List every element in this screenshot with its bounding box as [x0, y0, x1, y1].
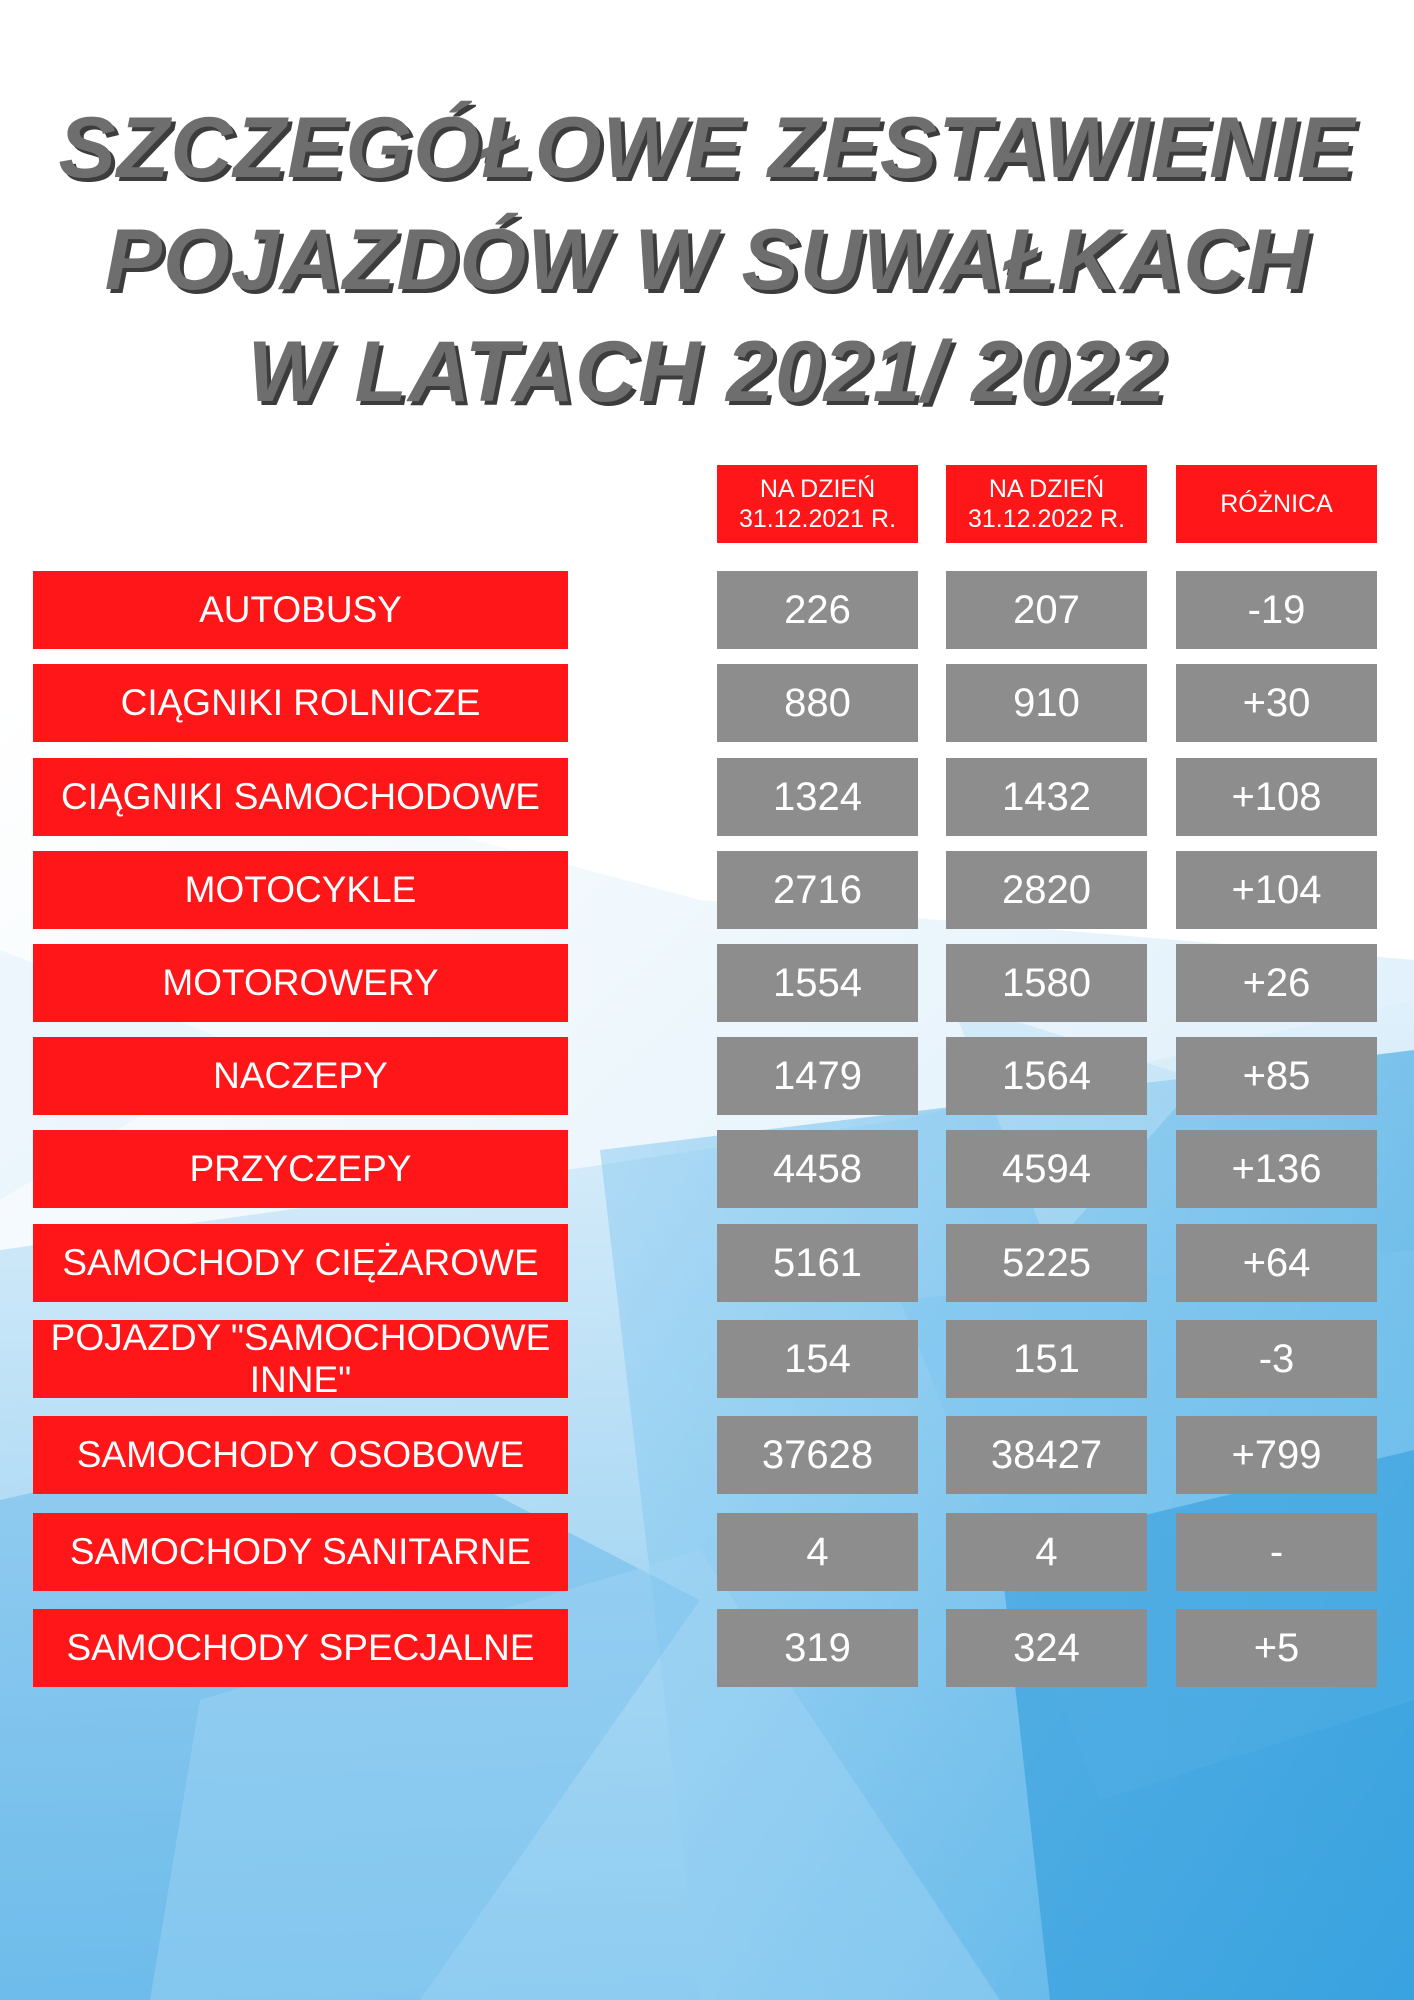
- value-difference: +104: [1176, 851, 1377, 929]
- value-2021: 154: [717, 1320, 918, 1398]
- value-difference: +64: [1176, 1224, 1377, 1302]
- value-difference: +108: [1176, 758, 1377, 836]
- column-header-2022-line2: 31.12.2022 R.: [967, 505, 1126, 533]
- value-difference: -3: [1176, 1320, 1377, 1398]
- value-2022: 1432: [946, 758, 1147, 836]
- title-line-3: W LATACH 2021/ 2022: [247, 324, 1167, 420]
- value-2021: 1324: [717, 758, 918, 836]
- column-header-difference: RÓŻNICA: [1176, 465, 1377, 543]
- column-header-2021-line2: 31.12.2021 R.: [738, 505, 897, 533]
- table-row: MOTOCYKLE 2716 2820 +104: [0, 851, 1414, 929]
- table-row: MOTOROWERY 1554 1580 +26: [0, 944, 1414, 1022]
- value-2021: 5161: [717, 1224, 918, 1302]
- value-2022: 1580: [946, 944, 1147, 1022]
- table-row: SAMOCHODY SPECJALNE 319 324 +5: [0, 1609, 1414, 1687]
- column-header-2022-line1: NA DZIEŃ: [988, 475, 1105, 503]
- value-2022: 2820: [946, 851, 1147, 929]
- table-row: CIĄGNIKI SAMOCHODOWE 1324 1432 +108: [0, 758, 1414, 836]
- value-2022: 151: [946, 1320, 1147, 1398]
- value-2021: 1479: [717, 1037, 918, 1115]
- table-row: SAMOCHODY OSOBOWE 37628 38427 +799: [0, 1416, 1414, 1494]
- row-label: SAMOCHODY CIĘŻAROWE: [33, 1224, 568, 1302]
- value-2021: 4: [717, 1513, 918, 1591]
- value-2021: 4458: [717, 1130, 918, 1208]
- value-2021: 2716: [717, 851, 918, 929]
- value-2021: 37628: [717, 1416, 918, 1494]
- value-difference: +85: [1176, 1037, 1377, 1115]
- column-header-2021: NA DZIEŃ 31.12.2021 R.: [717, 465, 918, 543]
- table-row: CIĄGNIKI ROLNICZE 880 910 +30: [0, 664, 1414, 742]
- title-line-2: POJAZDÓW W SUWAŁKACH: [104, 212, 1310, 308]
- value-2022: 324: [946, 1609, 1147, 1687]
- table-row: NACZEPY 1479 1564 +85: [0, 1037, 1414, 1115]
- value-2022: 207: [946, 571, 1147, 649]
- row-label: SAMOCHODY SANITARNE: [33, 1513, 568, 1591]
- row-label: NACZEPY: [33, 1037, 568, 1115]
- row-label: SAMOCHODY OSOBOWE: [33, 1416, 568, 1494]
- value-difference: +799: [1176, 1416, 1377, 1494]
- value-difference: +26: [1176, 944, 1377, 1022]
- table-row: POJAZDY "SAMOCHODOWE INNE" 154 151 -3: [0, 1317, 1414, 1400]
- column-header-2021-line1: NA DZIEŃ: [759, 475, 876, 503]
- title-line-1: SZCZEGÓŁOWE ZESTAWIENIE: [58, 100, 1356, 196]
- table-row: PRZYCZEPY 4458 4594 +136: [0, 1130, 1414, 1208]
- row-label: MOTOCYKLE: [33, 851, 568, 929]
- value-2022: 5225: [946, 1224, 1147, 1302]
- value-difference: -19: [1176, 571, 1377, 649]
- value-difference: -: [1176, 1513, 1377, 1591]
- column-header-2022: NA DZIEŃ 31.12.2022 R.: [946, 465, 1147, 543]
- value-2022: 4594: [946, 1130, 1147, 1208]
- row-label: MOTOROWERY: [33, 944, 568, 1022]
- value-2022: 38427: [946, 1416, 1147, 1494]
- row-label: POJAZDY "SAMOCHODOWE INNE": [33, 1317, 568, 1400]
- row-label: CIĄGNIKI ROLNICZE: [33, 664, 568, 742]
- value-2021: 226: [717, 571, 918, 649]
- table-row: SAMOCHODY SANITARNE 4 4 -: [0, 1513, 1414, 1591]
- value-2021: 880: [717, 664, 918, 742]
- value-2021: 1554: [717, 944, 918, 1022]
- column-header-difference-label: RÓŻNICA: [1220, 490, 1333, 518]
- value-difference: +136: [1176, 1130, 1377, 1208]
- value-2022: 910: [946, 664, 1147, 742]
- table-row: AUTOBUSY 226 207 -19: [0, 571, 1414, 649]
- row-label: AUTOBUSY: [33, 571, 568, 649]
- row-label: PRZYCZEPY: [33, 1130, 568, 1208]
- value-2021: 319: [717, 1609, 918, 1687]
- value-2022: 1564: [946, 1037, 1147, 1115]
- row-label: SAMOCHODY SPECJALNE: [33, 1609, 568, 1687]
- table-row: SAMOCHODY CIĘŻAROWE 5161 5225 +64: [0, 1224, 1414, 1302]
- value-difference: +5: [1176, 1609, 1377, 1687]
- value-2022: 4: [946, 1513, 1147, 1591]
- row-label: CIĄGNIKI SAMOCHODOWE: [33, 758, 568, 836]
- value-difference: +30: [1176, 664, 1377, 742]
- page-title: SZCZEGÓŁOWE ZESTAWIENIE POJAZDÓW W SUWAŁ…: [0, 92, 1414, 428]
